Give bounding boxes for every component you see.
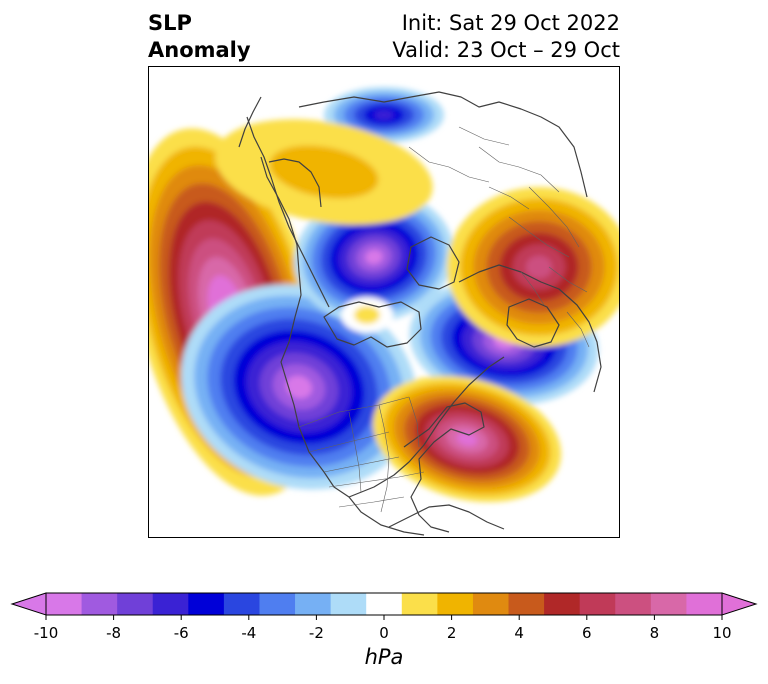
colorbar-segment bbox=[615, 593, 652, 615]
anomaly-siberia-high bbox=[215, 119, 433, 225]
colorbar-segment bbox=[544, 593, 581, 615]
colorbar-segment bbox=[686, 593, 723, 615]
anomaly-siberia-high-level bbox=[269, 145, 379, 199]
coastline-scandinavia bbox=[506, 298, 560, 348]
valid-range: Valid: 23 Oct – 29 Oct bbox=[392, 38, 620, 62]
colorbar-segment bbox=[650, 593, 687, 615]
colorbar-segment bbox=[579, 593, 616, 615]
coastline-south bbox=[388, 504, 505, 530]
colorbar-segment bbox=[295, 593, 332, 615]
coastline-bering bbox=[268, 158, 322, 208]
colorbar-unit: hPa bbox=[364, 645, 404, 669]
colorbar-segment bbox=[330, 593, 367, 615]
coastline-kamchatka bbox=[238, 96, 262, 148]
colorbar-tick-label: -2 bbox=[308, 624, 324, 642]
political-borders bbox=[298, 126, 590, 513]
colorbar-segment bbox=[117, 593, 154, 615]
anomaly-polar-high bbox=[341, 297, 393, 333]
colorbar-segment bbox=[46, 593, 83, 615]
anomaly-arctic-low bbox=[294, 191, 454, 323]
colorbar-tick-label: -8 bbox=[106, 624, 122, 642]
colorbar-tick-label: -4 bbox=[241, 624, 257, 642]
title-line-1: SLP bbox=[148, 11, 192, 35]
colorbar-tick-label: -6 bbox=[173, 624, 189, 642]
coastline-siberia-arctic bbox=[298, 91, 588, 198]
colorbar-segment bbox=[152, 593, 189, 615]
anomaly-atlantic-high-level bbox=[456, 431, 478, 447]
date-info: Init: Sat 29 Oct 2022 Valid: 23 Oct – 29… bbox=[392, 10, 620, 64]
anomaly-east-siberia-low-level bbox=[374, 110, 394, 120]
colorbar-extend-low bbox=[10, 592, 47, 616]
anomaly-field bbox=[149, 87, 619, 503]
anomaly-canada-low bbox=[181, 284, 417, 490]
anomaly-europe-high bbox=[447, 187, 619, 347]
colorbar-segment bbox=[437, 593, 474, 615]
colorbar-tick-label: 2 bbox=[446, 624, 457, 642]
anomaly-atlantic-high bbox=[372, 375, 562, 503]
colorbar-segment bbox=[81, 593, 118, 615]
colorbar bbox=[10, 592, 758, 620]
colorbar-extend-high bbox=[721, 592, 758, 616]
colorbar-segment bbox=[366, 593, 403, 615]
coastline-pacific-america bbox=[260, 156, 425, 536]
coastline-arctic-islands bbox=[323, 301, 422, 348]
colorbar-segment bbox=[472, 593, 510, 615]
map-title: SLP Anomaly bbox=[148, 10, 251, 64]
colorbar-segment bbox=[223, 593, 260, 615]
coastlines bbox=[238, 91, 602, 536]
anomaly-map bbox=[148, 66, 620, 538]
init-date: Init: Sat 29 Oct 2022 bbox=[401, 11, 620, 35]
map-svg bbox=[149, 87, 619, 536]
colorbar-tick-label: 6 bbox=[582, 624, 592, 642]
colorbar-tick-label: 8 bbox=[649, 624, 660, 642]
coastline-alaska-siberia bbox=[246, 116, 330, 308]
anomaly-canada-low-level bbox=[285, 375, 313, 399]
colorbar-segment bbox=[508, 593, 545, 615]
colorbar-segment bbox=[401, 593, 438, 615]
anomaly-polar-high-level bbox=[354, 306, 380, 324]
colorbar-tick-label: 0 bbox=[379, 624, 389, 642]
anomaly-arctic-low-level bbox=[365, 249, 383, 265]
colorbar-segment bbox=[188, 593, 225, 615]
colorbar-tick-label: -10 bbox=[33, 624, 59, 642]
anomaly-europe-high-level bbox=[525, 255, 553, 279]
colorbar-tick-label: 10 bbox=[712, 624, 732, 642]
colorbar-tick-label: 4 bbox=[514, 624, 524, 642]
anomaly-east-siberia-low bbox=[324, 87, 444, 143]
coastline-atlantic-canada bbox=[403, 402, 485, 533]
coastline-great-lakes-hudson bbox=[348, 356, 505, 498]
title-line-2: Anomaly bbox=[148, 38, 251, 62]
coastline-greenland bbox=[406, 236, 460, 290]
coastline-europe bbox=[458, 264, 602, 393]
colorbar-segment bbox=[259, 593, 296, 615]
